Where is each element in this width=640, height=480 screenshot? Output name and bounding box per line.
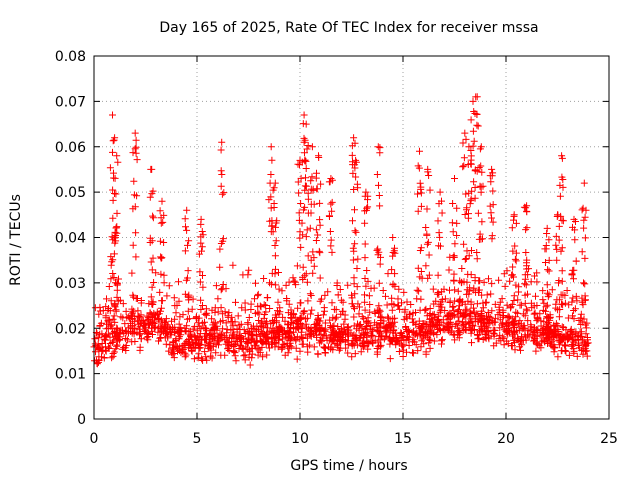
x-tick-label: 5 — [193, 431, 202, 447]
chart-title: Day 165 of 2025, Rate Of TEC Index for r… — [159, 20, 538, 36]
y-tick-label: 0.03 — [55, 276, 86, 292]
y-tick-label: 0.05 — [55, 185, 86, 201]
x-axis: 0 5 10 15 20 25 — [90, 56, 618, 447]
grid — [94, 56, 609, 419]
x-tick-label: 20 — [497, 431, 515, 447]
x-tick-label: 10 — [291, 431, 309, 447]
x-tick-label: 0 — [90, 431, 99, 447]
plot-frame — [93, 55, 610, 420]
x-axis-label: GPS time / hours — [290, 458, 407, 474]
y-tick-label: 0.07 — [55, 94, 86, 110]
y-tick-label: 0.01 — [55, 367, 86, 383]
y-tick-label: 0.04 — [55, 231, 86, 247]
y-tick-label: 0.06 — [55, 140, 86, 156]
data-points — [90, 93, 592, 369]
y-tick-label: 0.08 — [55, 49, 86, 65]
x-tick-label: 25 — [600, 431, 618, 447]
roti-markers — [90, 93, 592, 369]
x-tick-label: 15 — [394, 431, 412, 447]
y-tick-label: 0.02 — [55, 321, 86, 337]
y-tick-label: 0 — [77, 412, 86, 428]
y-axis: 0 0.01 0.02 0.03 0.04 0.05 0.06 0.07 0.08 — [55, 49, 609, 428]
y-axis-label: ROTI / TECUs — [8, 194, 24, 286]
